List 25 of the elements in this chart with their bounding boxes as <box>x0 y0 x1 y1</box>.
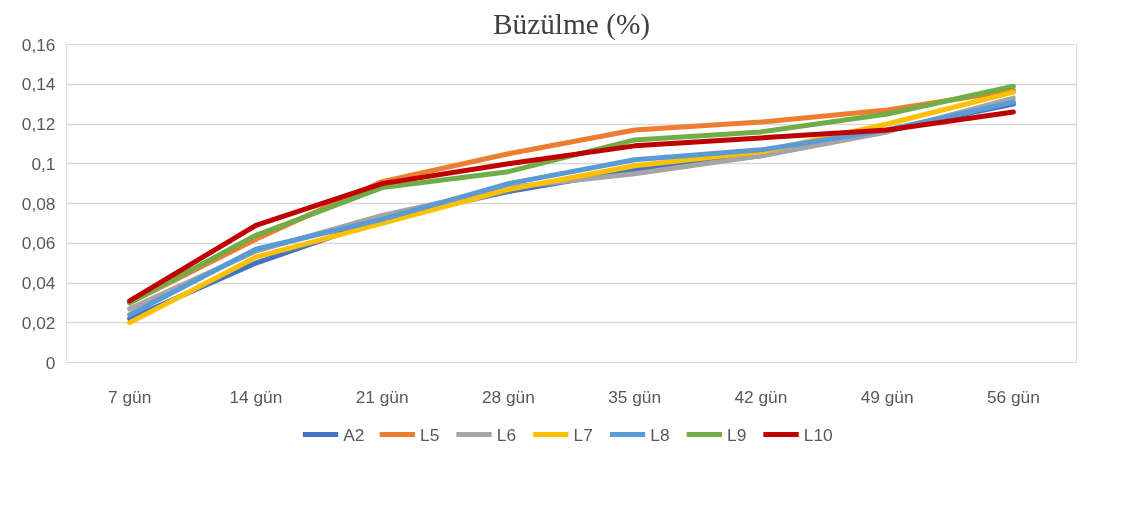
y-tick-label: 0,02 <box>21 312 56 333</box>
legend-label: L7 <box>573 424 593 445</box>
legend-label: L9 <box>727 424 747 445</box>
x-tick-label: 56 gün <box>986 386 1040 407</box>
y-tick-label: 0,1 <box>31 153 56 174</box>
x-tick-label: 7 gün <box>107 386 152 407</box>
y-tick-label: 0,14 <box>21 74 56 95</box>
y-tick-label: 0,16 <box>21 34 56 55</box>
legend-label: L6 <box>496 424 517 445</box>
y-tick-label: 0,08 <box>21 193 56 214</box>
legend-label: A2 <box>343 424 365 445</box>
x-tick-label: 14 gün <box>229 386 283 407</box>
y-tick-label: 0,04 <box>21 273 56 293</box>
chart-title: Büzülme (%) <box>492 7 651 41</box>
y-tick-label: 0,06 <box>21 233 56 254</box>
legend-label: L10 <box>803 424 833 445</box>
y-tick-label: 0 <box>45 352 56 373</box>
x-tick-label: 42 gün <box>734 386 788 407</box>
x-tick-label: 49 gün <box>860 386 914 407</box>
x-tick-label: 28 gün <box>481 386 535 407</box>
y-tick-label: 0,12 <box>21 114 56 134</box>
x-tick-label: 21 gün <box>355 386 409 407</box>
x-tick-label: 35 gün <box>608 386 662 407</box>
legend-label: L8 <box>650 424 670 445</box>
legend-label: L5 <box>420 424 440 445</box>
